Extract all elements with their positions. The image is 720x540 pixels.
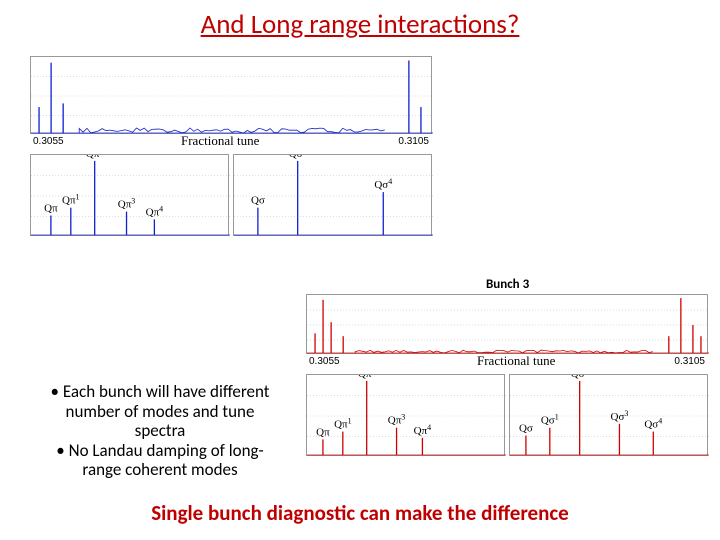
conclusion-text: Single bunch diagnostic can make the dif… <box>0 500 720 526</box>
bunch1-xlabel: Fractional tune <box>181 133 259 149</box>
svg-text:Qσ4: Qσ4 <box>644 417 662 431</box>
svg-text:Qσ2: Qσ2 <box>289 155 307 160</box>
bunch3-label: Bunch 3 <box>486 277 529 292</box>
svg-text:Qπ1: Qπ1 <box>62 193 80 207</box>
bunch1-right-plot: Qσ Qσ2 Qσ4 <box>233 154 432 236</box>
svg-text:Qσ3: Qσ3 <box>611 409 629 423</box>
bunch3-xtick-right: 0.3105 <box>674 356 705 367</box>
bunch3-xtick-left: 0.3055 <box>309 356 340 367</box>
bunch3-group: Bunch 3 0.3055 0.3105 Fractional tune Qπ… <box>306 294 708 456</box>
bunch1-right-svg: Qσ Qσ2 Qσ4 <box>234 155 433 237</box>
svg-text:Qπ: Qπ <box>316 426 330 438</box>
bullet-line: spectra <box>10 421 310 441</box>
bunch1-top-plot: 0.3055 0.3105 Fractional tune <box>30 56 432 134</box>
svg-text:Qπ3: Qπ3 <box>388 413 406 427</box>
svg-text:Qσ4: Qσ4 <box>374 177 392 191</box>
svg-text:Qπ1: Qπ1 <box>334 417 352 431</box>
svg-text:Qπ: Qπ <box>44 203 58 215</box>
svg-text:Qπ3: Qπ3 <box>118 197 135 211</box>
bunch1-left-svg: QπQπ1Qπ2Qπ3Qπ4 <box>31 155 230 237</box>
bunch1-top-svg <box>31 57 433 135</box>
bunch3-top-plot: 0.3055 0.3105 Fractional tune <box>306 294 708 354</box>
bunch3-right-svg: Qσ Qσ1 Qσ2 Qσ3 Qσ4 <box>510 375 709 457</box>
svg-text:Qσ1: Qσ1 <box>541 413 559 427</box>
bunch1-xtick-left: 0.3055 <box>33 136 64 147</box>
page-title: And Long range interactions? <box>0 0 720 47</box>
bullet-line: range coherent modes <box>10 460 310 480</box>
bullet-list: • Each bunch will have different number … <box>10 382 310 480</box>
svg-text:Qπ2: Qπ2 <box>358 375 376 380</box>
svg-text:Qπ4: Qπ4 <box>414 423 432 437</box>
bullet-line: • Each bunch will have different <box>10 382 310 402</box>
bullet-line: • No Landau damping of long- <box>10 441 310 461</box>
svg-text:Qσ: Qσ <box>519 423 533 435</box>
bunch3-left-svg: Qπ Qπ1 Qπ2 Qπ3 Qπ4 <box>307 375 506 457</box>
svg-text:Qσ: Qσ <box>251 195 265 207</box>
bunch3-right-plot: Qσ Qσ1 Qσ2 Qσ3 Qσ4 <box>509 374 708 456</box>
bunch1-xtick-right: 0.3105 <box>398 136 429 147</box>
bunch3-top-svg <box>307 295 709 355</box>
bunch3-xlabel: Fractional tune <box>477 353 555 369</box>
bunch1-left-plot: QπQπ1Qπ2Qπ3Qπ4 <box>30 154 229 236</box>
svg-text:Qπ2: Qπ2 <box>86 155 104 160</box>
svg-text:Qσ2: Qσ2 <box>571 375 589 380</box>
bullet-line: number of modes and tune <box>10 402 310 422</box>
bunch1-group: Bunch 1 0.3055 0.3105 Fractional tune Qπ… <box>30 56 432 236</box>
bunch3-left-plot: Qπ Qπ1 Qπ2 Qπ3 Qπ4 <box>306 374 505 456</box>
